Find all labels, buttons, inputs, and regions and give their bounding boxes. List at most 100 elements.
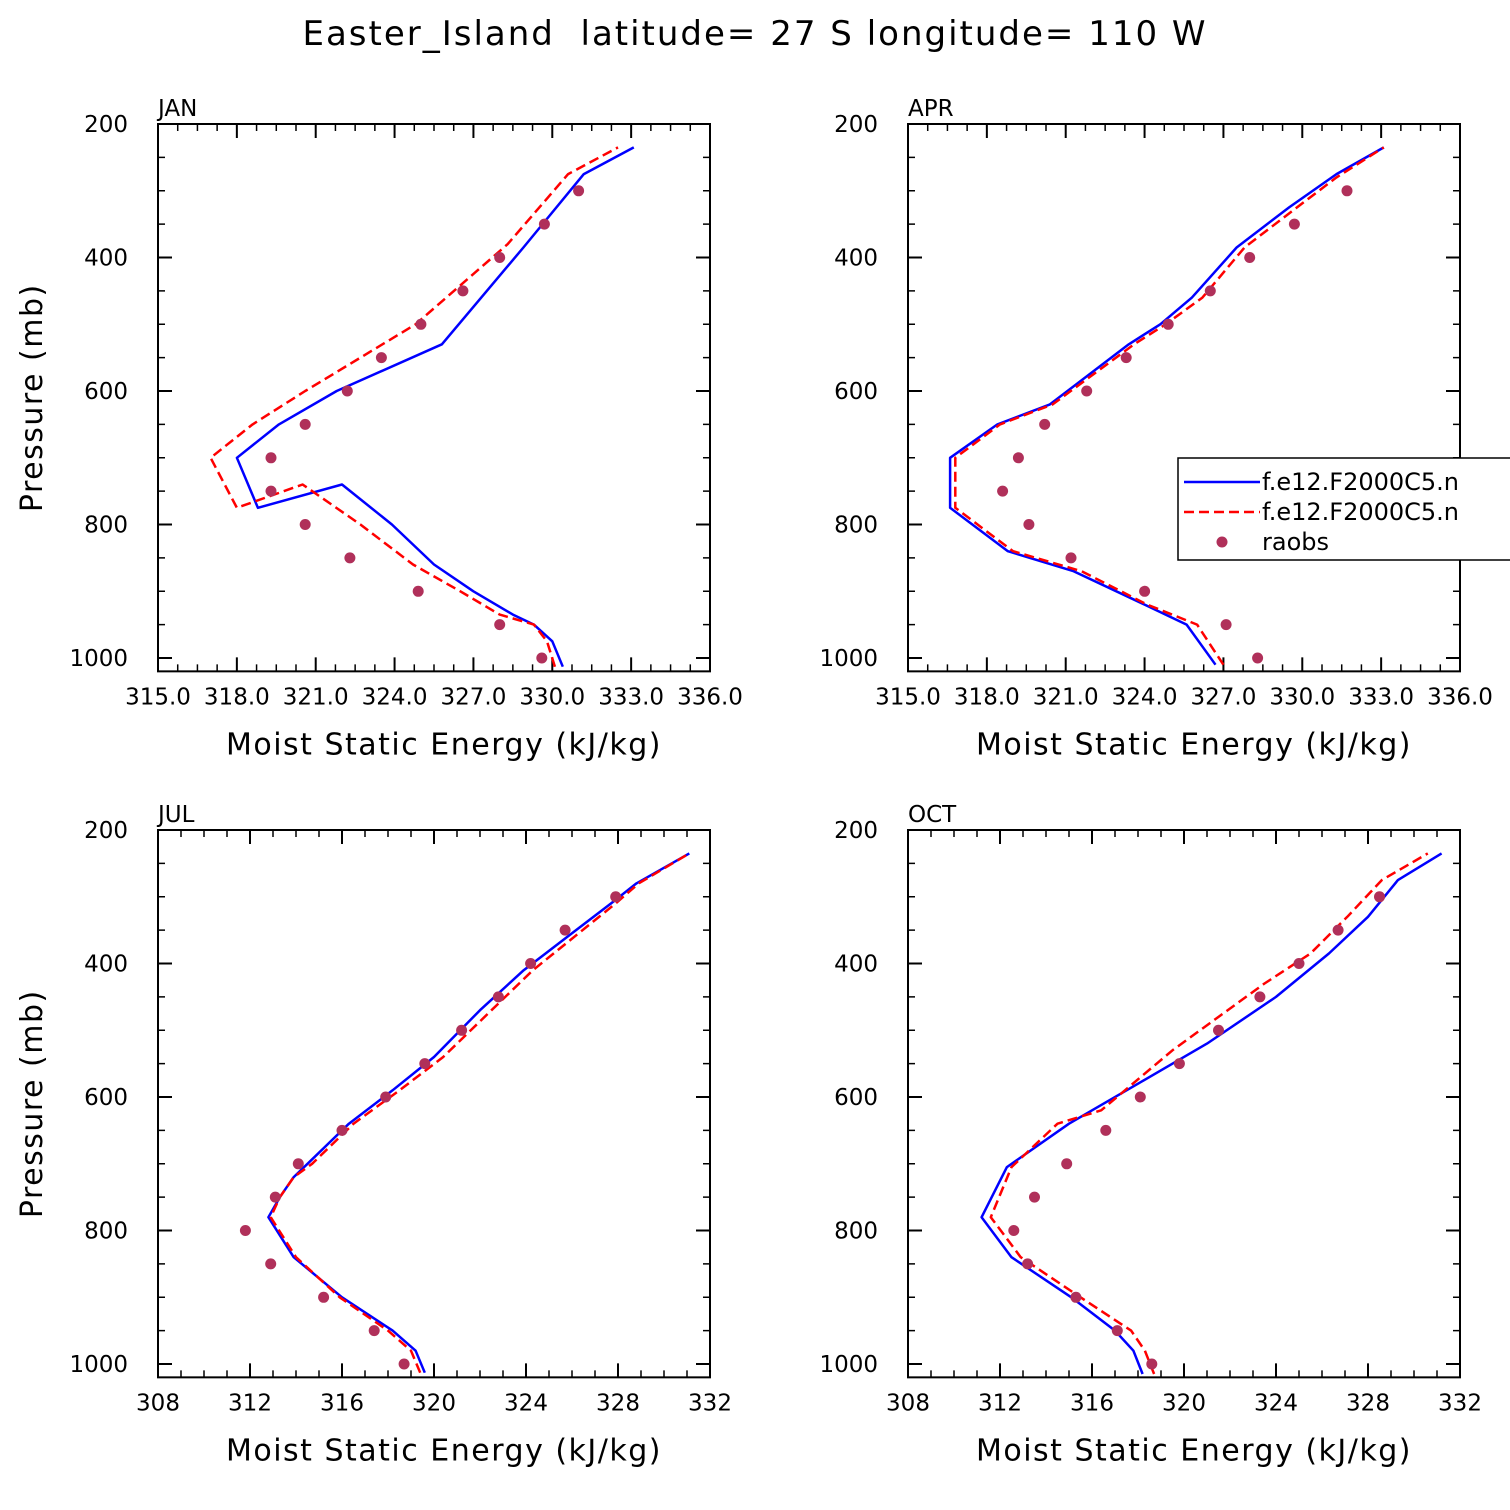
x-tick-label: 332 (688, 1390, 732, 1416)
x-tick-label: 332 (1438, 1390, 1482, 1416)
y-tick-label: 800 (84, 513, 128, 539)
raobs-point (239, 1225, 251, 1236)
x-tick-label: 328 (1346, 1390, 1390, 1416)
raobs-point (538, 218, 550, 230)
x-tick-label: 320 (1162, 1390, 1206, 1416)
raobs-point (1374, 891, 1385, 903)
raobs-point (265, 1258, 277, 1270)
raobs-point (610, 891, 622, 903)
y-tick-label: 1000 (69, 646, 128, 672)
panels: JAN 315.0 318.0 321.0 324.0 327.0 330.0 333.0 33… (15, 96, 1493, 1468)
raobs-point (318, 1291, 330, 1303)
y-axis-label: Pressure (mb) (15, 989, 50, 1218)
raobs-point (1288, 218, 1300, 230)
raobs-point (265, 485, 277, 497)
x-tick-label: 321.0 (1033, 684, 1099, 710)
x-tick-label: 333.0 (598, 684, 664, 710)
panel-apr: APR 315.0 318.0 321.0 324.0 327.0 330.0 333.0 33… (819, 96, 1492, 762)
raobs-point (1220, 619, 1232, 631)
raobs-point (1244, 252, 1256, 263)
x-tick-label: 327.0 (440, 684, 506, 710)
x-axis-label: Moist Static Energy (kJ/kg) (976, 727, 1412, 762)
panel-jan: JAN 315.0 318.0 321.0 324.0 327.0 330.0 333.0 33… (15, 96, 743, 762)
x-tick-label: 312 (228, 1390, 272, 1416)
y-tick-label: 400 (84, 952, 128, 978)
x-tick-label: 330.0 (1269, 684, 1335, 710)
panel-jul: JUL 308 312 316 320 324 328 332 200 400 600 800 1000… (15, 802, 732, 1468)
series-line-model1 (948, 146, 1385, 666)
raobs-point (1332, 924, 1344, 936)
plot-frame (157, 829, 711, 1379)
x-tick-label: 336.0 (1427, 684, 1493, 710)
x-tick-label: 316 (320, 1390, 364, 1416)
raobs-point (336, 1124, 348, 1136)
x-tick-label: 318.0 (954, 684, 1020, 710)
x-tick-label: 324 (504, 1390, 548, 1416)
plot-frame (157, 123, 711, 673)
x-tick-label: 336.0 (677, 684, 743, 710)
raobs-point (559, 924, 571, 936)
x-tick-label: 318.0 (204, 684, 270, 710)
panel-title: JUL (156, 802, 195, 828)
y-axis-label: Pressure (mb) (15, 283, 50, 512)
raobs-point (457, 285, 469, 297)
x-tick-label: 330.0 (519, 684, 585, 710)
figure-title: Easter_Island latitude= 27 S longitude= … (302, 14, 1207, 54)
raobs-point (269, 1191, 281, 1203)
y-tick-label: 200 (84, 818, 128, 844)
panel-oct: OCT 308 312 316 320 324 328 332 200 400 600 800 1000… (819, 802, 1482, 1468)
raobs-point (997, 485, 1009, 497)
x-tick-label: 315.0 (125, 684, 191, 710)
x-tick-label: 312 (978, 1390, 1022, 1416)
series-line-model2 (989, 852, 1429, 1375)
raobs-point (1065, 552, 1077, 564)
x-tick-label: 315.0 (875, 684, 941, 710)
plot-frame (907, 829, 1461, 1379)
raobs-point (1204, 285, 1216, 297)
raobs-point (1341, 185, 1353, 197)
raobs-point (573, 185, 585, 197)
raobs-point (1029, 1191, 1040, 1203)
raobs-point (536, 652, 548, 664)
raobs-point (375, 352, 387, 364)
raobs-point (1023, 519, 1035, 530)
raobs-point (1100, 1124, 1112, 1136)
raobs-point (398, 1358, 410, 1370)
raobs-point (1070, 1291, 1082, 1303)
raobs-point (492, 991, 504, 1003)
series-line-model2 (269, 852, 690, 1374)
raobs-point (1012, 452, 1024, 464)
raobs-point (1022, 1258, 1034, 1270)
x-tick-label: 333.0 (1348, 684, 1414, 710)
panel-title: APR (908, 96, 954, 122)
panel-title: JAN (156, 96, 197, 122)
x-tick-label: 308 (886, 1390, 930, 1416)
y-tick-label: 200 (834, 818, 878, 844)
x-tick-label: 308 (136, 1390, 180, 1416)
raobs-point (1254, 991, 1266, 1003)
raobs-point (525, 958, 537, 969)
x-tick-label: 328 (596, 1390, 640, 1416)
raobs-point (1162, 318, 1174, 330)
legend-marker-raobs (1216, 536, 1228, 548)
raobs-point (415, 318, 427, 330)
y-tick-label: 600 (84, 1085, 128, 1111)
x-tick-label: 321.0 (283, 684, 349, 710)
x-tick-label: 320 (412, 1390, 456, 1416)
raobs-point (292, 1158, 304, 1170)
series-line-model1 (267, 852, 690, 1374)
legend-label-model1: f.e12.F2000C5.n (1262, 468, 1459, 496)
y-tick-label: 600 (834, 379, 878, 405)
y-tick-label: 400 (834, 246, 878, 272)
raobs-point (1252, 652, 1264, 664)
raobs-point (380, 1091, 392, 1103)
series-line-model1 (980, 852, 1443, 1375)
raobs-point (1008, 1225, 1020, 1236)
raobs-point (299, 519, 311, 530)
raobs-point (494, 619, 506, 631)
x-tick-label: 324.0 (1112, 684, 1178, 710)
y-tick-label: 800 (834, 513, 878, 539)
plot-frame (907, 123, 1461, 673)
raobs-point (1120, 352, 1132, 364)
